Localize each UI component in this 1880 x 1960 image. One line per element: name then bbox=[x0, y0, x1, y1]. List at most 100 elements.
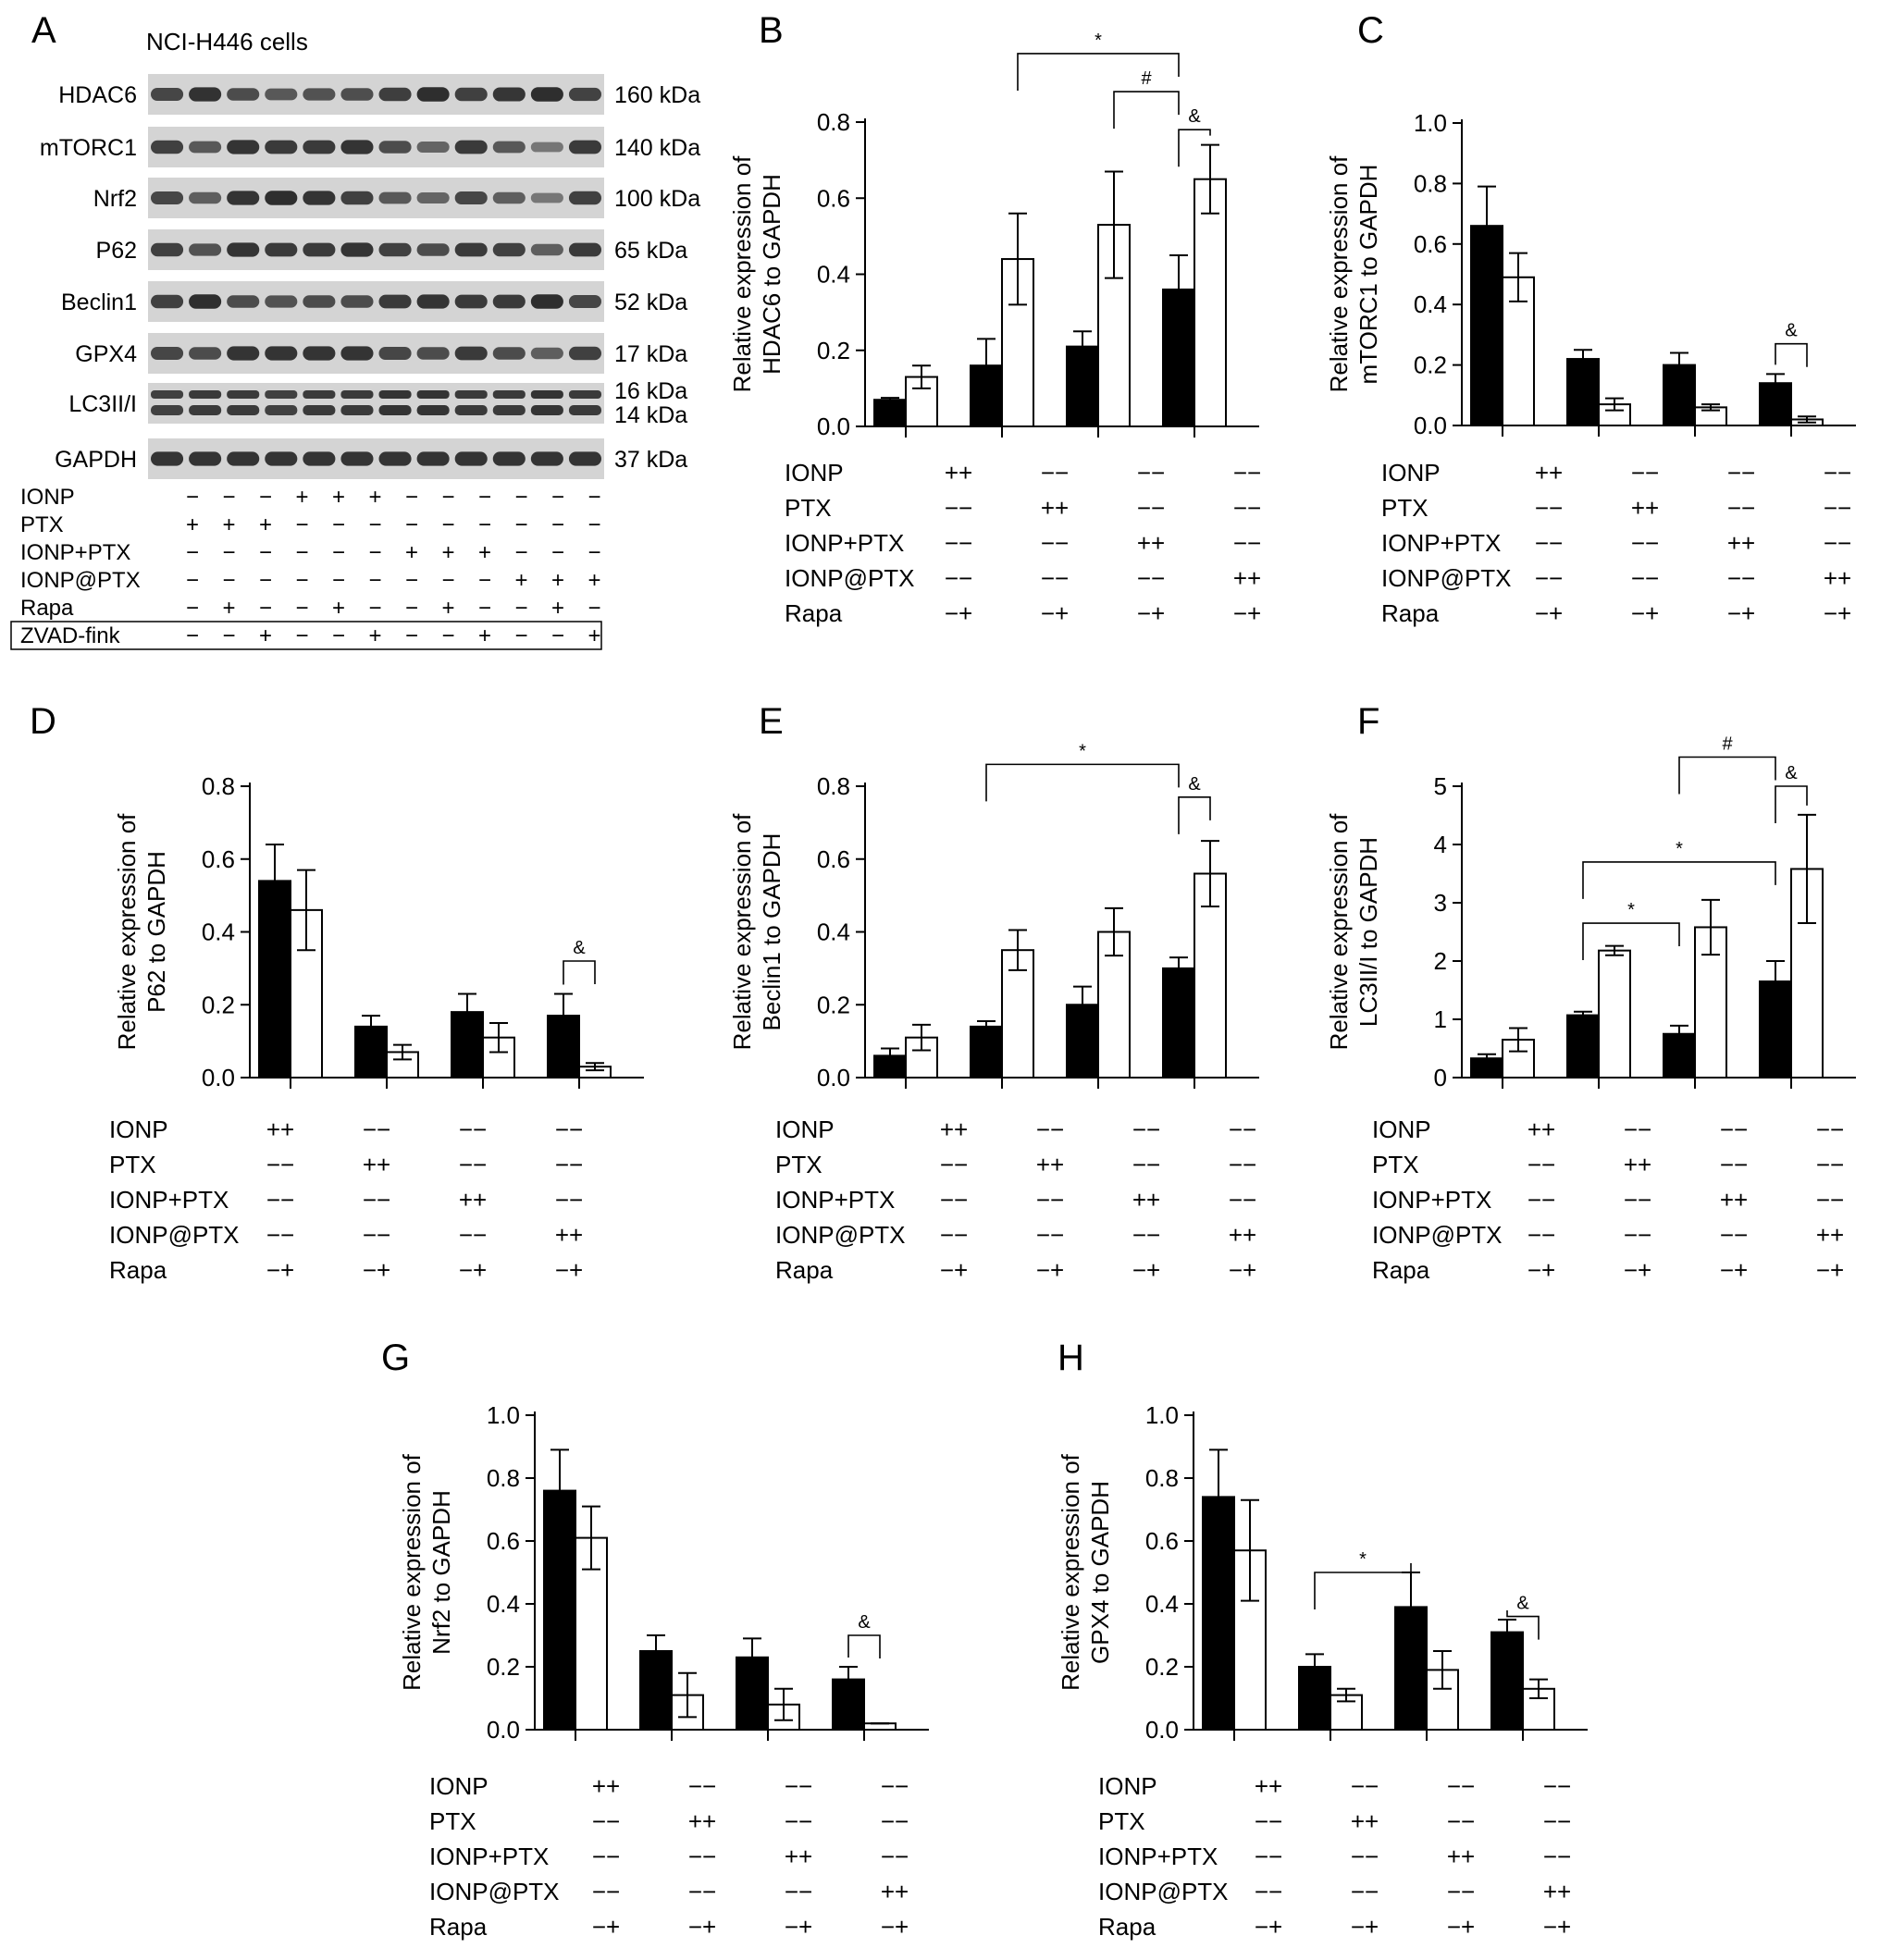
treatment-cell: ++ bbox=[592, 1772, 620, 1800]
significance-bracket bbox=[985, 763, 1180, 802]
y-tick-label: 1.0 bbox=[487, 1401, 520, 1429]
treatment-cell: −− bbox=[1255, 1843, 1282, 1870]
blot-band bbox=[303, 191, 336, 205]
blot-protein-label: GPX4 bbox=[75, 341, 137, 367]
treatment-cell: −+ bbox=[1543, 1913, 1571, 1941]
treatment-cell: ++ bbox=[1132, 1186, 1160, 1214]
treatment-label: Rapa bbox=[1372, 1256, 1430, 1284]
treatment-sign: − bbox=[186, 540, 199, 565]
chart-panel-h: H Relative expression of GPX4 to GAPDH 0.0 0… bbox=[1057, 1337, 1588, 1941]
treatment-cell: −+ bbox=[1351, 1913, 1379, 1941]
treatment-cell: −− bbox=[1624, 1221, 1651, 1249]
treatment-cell: ++ bbox=[1041, 494, 1069, 522]
blot-band bbox=[303, 140, 336, 154]
treatment-cell: −− bbox=[1631, 564, 1659, 592]
treatment-cell: −+ bbox=[1041, 599, 1069, 627]
panel-letter: F bbox=[1357, 701, 1379, 742]
treatment-label: IONP bbox=[785, 459, 844, 487]
blot-row-hdac6: HDAC6 160 kDa bbox=[58, 74, 700, 115]
treatment-cell: −− bbox=[785, 1772, 812, 1800]
y-tick-label: 0.6 bbox=[1145, 1527, 1179, 1555]
y-tick-label: 0.2 bbox=[817, 337, 850, 364]
treatment-cell: ++ bbox=[459, 1186, 487, 1214]
treatment-cell: −− bbox=[1727, 494, 1755, 522]
treatment-sign: − bbox=[368, 540, 381, 565]
treatment-sign: + bbox=[368, 485, 381, 510]
y-tick-label: 0.2 bbox=[817, 991, 850, 1018]
treatment-cell: −− bbox=[266, 1151, 294, 1178]
treatment-cell: −− bbox=[1535, 564, 1563, 592]
treatment-cell: −− bbox=[1631, 529, 1659, 557]
y-tick-label: 3 bbox=[1434, 889, 1447, 917]
treatment-cell: −− bbox=[1631, 459, 1659, 487]
treatment-cell: −+ bbox=[555, 1256, 583, 1284]
y-tick-label: 0.8 bbox=[1145, 1464, 1179, 1492]
treatment-cell: ++ bbox=[1543, 1878, 1571, 1905]
treatment-cell: −+ bbox=[881, 1913, 909, 1941]
treatment-label: Rapa bbox=[109, 1256, 167, 1284]
significance-mark: & bbox=[1785, 321, 1798, 341]
treatment-sign: − bbox=[186, 623, 199, 648]
significance-mark: & bbox=[1516, 1594, 1529, 1614]
treatment-cell: −− bbox=[1543, 1807, 1571, 1835]
significance-mark: # bbox=[1722, 734, 1733, 755]
blot-band bbox=[416, 390, 450, 399]
y-tick-label: 0.8 bbox=[487, 1464, 520, 1492]
bar bbox=[1598, 949, 1631, 1079]
treatment-cell: −− bbox=[459, 1151, 487, 1178]
panel-letter: D bbox=[30, 701, 56, 742]
blot-band bbox=[227, 140, 260, 154]
treatment-sign: − bbox=[332, 540, 345, 565]
treatment-cell: −− bbox=[1535, 494, 1563, 522]
treatment-cell: −+ bbox=[363, 1256, 390, 1284]
treatment-sign: − bbox=[514, 623, 527, 648]
treatment-sign: − bbox=[478, 512, 491, 537]
treatment-sign: + bbox=[551, 596, 564, 621]
treatment-cell: −− bbox=[1132, 1221, 1160, 1249]
treatment-sign: + bbox=[368, 623, 381, 648]
treatment-cell: ++ bbox=[1137, 529, 1165, 557]
treatment-cell: −− bbox=[1233, 529, 1261, 557]
blot-band bbox=[227, 242, 260, 257]
treatment-cell: ++ bbox=[940, 1116, 968, 1143]
treatment-label: IONP bbox=[775, 1116, 835, 1143]
blot-protein-label: GAPDH bbox=[55, 447, 137, 473]
blot-band bbox=[492, 347, 526, 360]
treatment-cell: −+ bbox=[940, 1256, 968, 1284]
treatment-cell: −− bbox=[459, 1116, 487, 1143]
treatment-sign: − bbox=[222, 568, 235, 593]
treatment-cell: −− bbox=[1229, 1186, 1256, 1214]
treatment-sign: − bbox=[588, 596, 600, 621]
blot-band bbox=[530, 451, 563, 466]
panel-letter: G bbox=[381, 1337, 410, 1378]
y-tick-label: 0 bbox=[1434, 1064, 1447, 1091]
treatment-label: IONP+PTX bbox=[1381, 529, 1501, 557]
significance-bracket bbox=[1113, 91, 1180, 129]
y-tick-label: 1.0 bbox=[1414, 109, 1447, 137]
treatment-sign: + bbox=[222, 596, 235, 621]
blot-band bbox=[454, 390, 488, 399]
treatment-label: IONP@PTX bbox=[1372, 1221, 1503, 1249]
blot-band bbox=[492, 451, 526, 466]
treatment-sign: − bbox=[259, 568, 272, 593]
treatment-cell: −− bbox=[785, 1878, 812, 1905]
y-tick-label: 1 bbox=[1434, 1005, 1447, 1033]
treatment-sign: − bbox=[222, 623, 235, 648]
treatment-cell: −− bbox=[1816, 1186, 1844, 1214]
blot-band bbox=[265, 191, 298, 205]
treatment-sign: − bbox=[514, 540, 527, 565]
treatment-cell: −− bbox=[945, 564, 972, 592]
treatment-cell: −− bbox=[363, 1221, 390, 1249]
blot-band bbox=[530, 390, 563, 399]
treatment-cell: ++ bbox=[266, 1116, 294, 1143]
treatment-cell: −+ bbox=[1631, 599, 1659, 627]
blot-band bbox=[530, 405, 563, 415]
treatment-label: IONP bbox=[1381, 459, 1441, 487]
treatment-label: IONP bbox=[1372, 1116, 1431, 1143]
blot-band bbox=[227, 405, 260, 415]
blot-band bbox=[454, 346, 488, 361]
blot-strip bbox=[148, 229, 604, 270]
treatment-cell: −− bbox=[266, 1186, 294, 1214]
treatment-sign: + bbox=[332, 485, 345, 510]
treatment-sign: − bbox=[295, 596, 308, 621]
